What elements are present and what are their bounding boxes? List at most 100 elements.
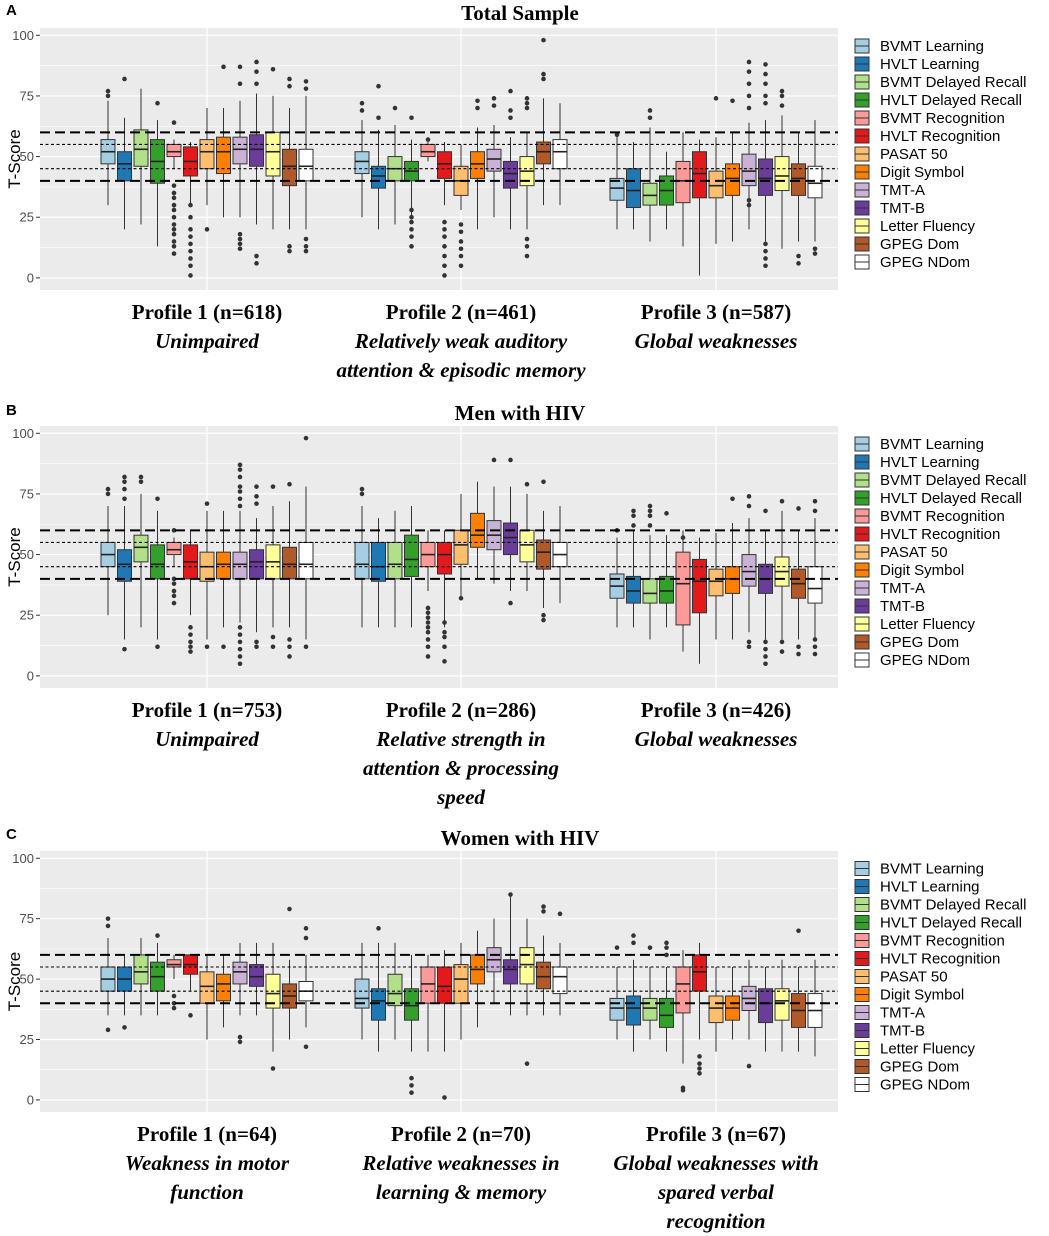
outlier-point [237, 496, 243, 502]
outlier-point [746, 59, 752, 65]
y-axis-label: T-Score [5, 527, 24, 587]
outlier-point [237, 632, 243, 637]
legend-item: BVMT Recognition [854, 110, 1005, 127]
legend-item: TMT-B [854, 200, 925, 217]
box-body [626, 168, 641, 209]
outlier-point [254, 639, 259, 645]
legend-label: BVMT Recognition [880, 110, 1005, 127]
legend-item: GPEG NDom [854, 254, 970, 271]
outlier-point [442, 1095, 447, 1100]
box-body [642, 997, 658, 1021]
legend-label: TMT-B [880, 200, 925, 217]
box-body [298, 148, 314, 182]
outlier-point [442, 234, 447, 239]
box-tmt-a-profile-3 [741, 59, 757, 230]
box-body [453, 529, 469, 565]
legend-label: HVLT Delayed Recall [880, 92, 1022, 109]
outlier-point [188, 263, 193, 269]
box-body [807, 165, 823, 199]
outlier-point [188, 273, 193, 278]
outlier-point [171, 528, 177, 533]
outlier-point [812, 637, 818, 642]
outlier-point [680, 535, 686, 540]
box-body [536, 539, 551, 570]
category-description: attention & episodic memory [336, 358, 586, 382]
panel-C: C Women with HIV 0 25 50 75 100 T-Score Profile … [5, 826, 1026, 1233]
outlier-point [171, 588, 177, 594]
outlier-point [254, 501, 259, 506]
outlier-point [541, 37, 546, 43]
outlier-point [763, 248, 768, 254]
y-tick-label: 50 [20, 149, 34, 164]
category-label: Profile 2 (n=286) [386, 698, 536, 722]
box-tmt-a-profile-1 [232, 942, 248, 1045]
outlier-point [746, 81, 752, 87]
box-body [371, 165, 386, 189]
box-body [404, 534, 419, 577]
outlier-point [746, 93, 752, 99]
outlier-point [442, 227, 447, 232]
category-description: speed [436, 785, 485, 809]
box-tmt-b-profile-1 [249, 59, 264, 266]
box-pasat-50-profile-2 [453, 493, 469, 601]
outlier-point [796, 928, 801, 934]
outlier-point [812, 246, 818, 252]
box-body [774, 156, 790, 192]
outlier-point [425, 629, 431, 635]
box-body [675, 160, 691, 204]
outlier-point [171, 576, 177, 582]
outlier-point [171, 1005, 177, 1011]
outlier-point [303, 244, 309, 249]
box-hvlt-recognition-profile-2 [437, 530, 452, 664]
category-description: Global weaknesses [635, 329, 798, 353]
box-hvlt-recognition-profile-3 [692, 537, 707, 664]
outlier-point [763, 241, 768, 247]
box-letter-fluency-profile-3 [774, 88, 790, 249]
outlier-point [287, 481, 292, 487]
outlier-point [171, 195, 177, 201]
outlier-point [763, 71, 768, 77]
outlier-point [491, 457, 497, 463]
outlier-point [491, 96, 497, 101]
box-body [725, 163, 740, 196]
outlier-point [442, 634, 447, 640]
outlier-point [664, 945, 669, 950]
outlier-point [458, 222, 464, 227]
box-body [437, 151, 452, 179]
outlier-point [763, 654, 768, 659]
outlier-point [237, 654, 243, 659]
outlier-point [746, 494, 752, 499]
y-axis-label: T-Score [5, 129, 24, 189]
box-bvmt-delayed-recall-profile-1 [133, 474, 149, 628]
box-letter-fluency-profile-2 [519, 96, 535, 259]
category-description: Global weaknesses [635, 727, 798, 751]
legend-label: BVMT Learning [880, 38, 984, 55]
box-gpeg-dom-profile-2 [536, 479, 551, 623]
outlier-point [541, 71, 546, 77]
y-tick-label: 75 [20, 486, 34, 501]
box-body [232, 961, 248, 985]
outlier-point [171, 202, 177, 208]
legend-item: TMT-B [854, 1023, 925, 1040]
legend-label: GPEG Dom [880, 634, 959, 651]
outlier-point [812, 651, 818, 657]
outlier-point [425, 610, 431, 616]
outlier-point [254, 261, 259, 266]
legend-item: HVLT Learning [854, 879, 980, 896]
outlier-point [425, 637, 431, 642]
outlier-point [763, 639, 768, 645]
outlier-point [796, 261, 801, 266]
legend-label: GPEG NDom [880, 1077, 970, 1094]
box-body [758, 158, 773, 196]
outlier-point [524, 253, 530, 259]
box-body [216, 136, 231, 175]
box-bvmt-recognition-profile-2 [420, 530, 436, 659]
box-bvmt-recognition-profile-3 [675, 950, 691, 1093]
box-body [420, 966, 436, 1004]
outlier-point [524, 244, 530, 249]
outlier-point [730, 98, 735, 104]
outlier-point [270, 644, 276, 650]
outlier-point [171, 1000, 177, 1006]
box-bvmt-delayed-recall-profile-3 [642, 108, 658, 242]
outlier-point [746, 1063, 752, 1069]
